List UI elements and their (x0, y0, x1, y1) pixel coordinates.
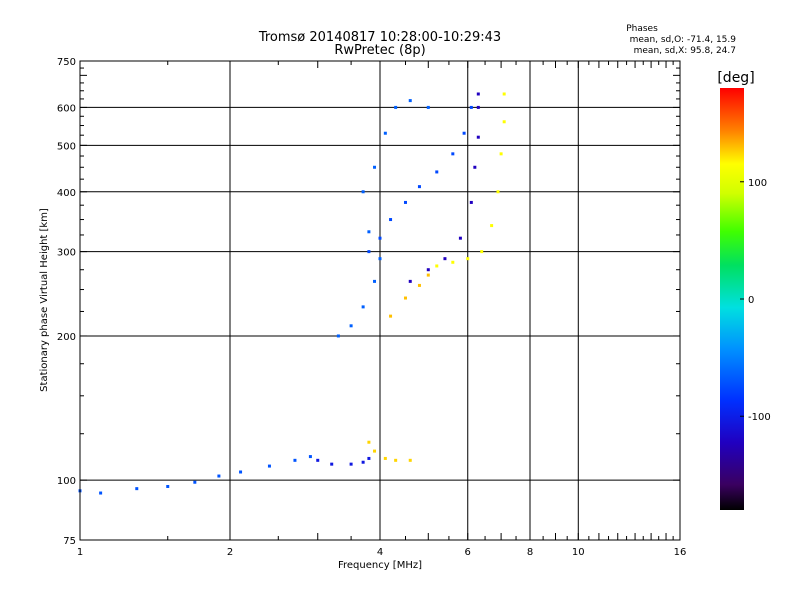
data-point (502, 92, 506, 96)
y-axis-label: Stationary phase Virtual Height [km] (39, 208, 50, 392)
data-point (373, 279, 377, 283)
data-point (330, 462, 334, 466)
data-point (435, 170, 439, 174)
y-tick-labels: 75 100 200 300 400 500 600 750 (57, 57, 76, 547)
stats-line-x: mean, sd,X: 95.8, 24.7 (634, 46, 736, 56)
x-tick-label: 6 (465, 547, 471, 558)
data-point (443, 257, 447, 261)
data-point (349, 324, 353, 328)
data-point (426, 105, 430, 109)
data-point (394, 105, 398, 109)
y-tick-label: 500 (57, 141, 76, 152)
data-point (308, 455, 312, 459)
data-point (166, 484, 170, 488)
data-point (361, 305, 365, 309)
stats-line-o: mean, sd,O: -71.4, 15.9 (630, 35, 737, 45)
data-point (367, 250, 371, 254)
data-point (476, 92, 480, 96)
data-point (383, 131, 387, 135)
data-point (373, 165, 377, 169)
data-point (462, 131, 466, 135)
data-point (490, 224, 494, 228)
y-tick-label: 100 (57, 476, 76, 487)
data-point (496, 190, 500, 194)
x-tick-label: 1 (77, 547, 83, 558)
data-point (373, 449, 377, 453)
data-point (193, 480, 197, 484)
data-point (383, 456, 387, 460)
data-points (78, 92, 506, 495)
data-point (361, 190, 365, 194)
data-point (293, 458, 297, 462)
data-point (435, 264, 439, 268)
data-point (403, 200, 407, 204)
data-point (499, 152, 503, 156)
data-point (135, 487, 139, 491)
x-tick-labels: 1 2 4 6 8 10 16 (77, 547, 687, 558)
data-point (469, 200, 473, 204)
data-point (469, 105, 473, 109)
x-tick-label: 8 (527, 547, 533, 558)
data-point (451, 152, 455, 156)
chart-subtitle: RwPretec (8p) (334, 43, 425, 58)
data-point (451, 260, 455, 264)
data-point (473, 165, 477, 169)
data-point (466, 257, 470, 261)
data-point (476, 135, 480, 139)
data-point (349, 462, 353, 466)
data-point (378, 257, 382, 261)
y-tick-label: 600 (57, 103, 76, 114)
data-point (378, 236, 382, 240)
data-point (367, 230, 371, 234)
gridlines (80, 61, 680, 540)
data-point (403, 296, 407, 300)
data-point (367, 440, 371, 444)
data-point (417, 185, 421, 189)
data-point (417, 283, 421, 287)
data-point (394, 458, 398, 462)
data-point (426, 268, 430, 272)
colorbar-tick-label: -100 (748, 412, 771, 423)
data-point (316, 458, 320, 462)
data-point (408, 279, 412, 283)
y-tick-label: 750 (57, 57, 76, 68)
data-point (389, 314, 393, 318)
data-point (476, 105, 480, 109)
x-axis-label: Frequency [MHz] (338, 560, 422, 571)
x-tick-label: 16 (674, 547, 687, 558)
data-point (408, 458, 412, 462)
x-tick-label: 2 (227, 547, 233, 558)
data-point (502, 120, 506, 124)
data-point (361, 460, 365, 464)
data-point (336, 334, 340, 338)
data-point (480, 250, 484, 254)
stats-header: Phases (626, 24, 658, 34)
data-point (239, 470, 243, 474)
colorbar-label: [deg] (717, 70, 754, 86)
data-point (267, 464, 271, 468)
y-tick-label: 75 (63, 536, 76, 547)
colorbar-tick-labels: 100 0 -100 (740, 178, 771, 423)
x-tick-label: 4 (377, 547, 383, 558)
colorbar-tick-label: 0 (748, 295, 754, 306)
data-point (426, 273, 430, 277)
axis-ticks (79, 60, 681, 541)
data-point (458, 236, 462, 240)
colorbar-tick-label: 100 (748, 178, 767, 189)
x-tick-label: 10 (572, 547, 585, 558)
chart-title: Tromsø 20140817 10:28:00-10:29:43 (258, 30, 501, 45)
y-tick-label: 400 (57, 188, 76, 199)
y-tick-label: 300 (57, 248, 76, 259)
y-tick-label: 200 (57, 332, 76, 343)
data-point (408, 99, 412, 103)
data-point (389, 218, 393, 222)
data-point (217, 474, 221, 478)
data-point (367, 456, 371, 460)
data-point (99, 491, 103, 495)
